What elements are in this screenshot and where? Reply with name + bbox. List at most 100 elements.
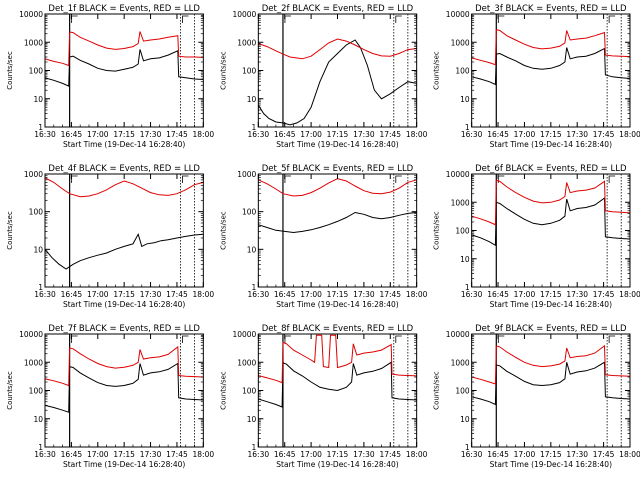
x-tick-label: 17:00 — [300, 130, 322, 139]
x-tick-label: 17:00 — [87, 130, 109, 139]
x-tick-label: 17:45 — [379, 130, 401, 139]
y-tick-label: 1 — [252, 123, 257, 132]
x-tick-label: 16:45 — [61, 450, 83, 459]
y-tick-label: 10 — [33, 245, 43, 254]
x-tick-label: 16:30 — [34, 130, 56, 139]
y-tick-label: 1000 — [451, 38, 470, 47]
y-axis-label: Counts/sec — [433, 51, 441, 90]
x-tick-label: 17:30 — [566, 130, 588, 139]
panel-title: Det_3f BLACK = Events, RED = LLD — [475, 4, 627, 14]
x-tick-label: 17:00 — [87, 290, 109, 299]
x-tick-label: 18:00 — [406, 290, 428, 299]
panel-title: Det_1f BLACK = Events, RED = LLD — [48, 4, 200, 14]
detector-panel: Det_9f BLACK = Events, RED = LLD 1 10 100 10… — [433, 324, 640, 469]
lld-series-line — [258, 38, 417, 60]
flag-marker — [608, 335, 616, 343]
detector-panel: Det_4f BLACK = Events, RED = LLD 1 10 100 10… — [6, 164, 214, 309]
x-tick-label: 18:00 — [619, 130, 640, 139]
y-tick-label: 1000 — [451, 358, 470, 367]
y-tick-label: 100 — [29, 387, 44, 396]
x-axis-label: Start Time (19-Dec-14 16:28:40) — [63, 140, 185, 149]
x-tick-label: 16:30 — [248, 290, 270, 299]
x-tick-label: 16:45 — [487, 450, 509, 459]
lld-series-line — [45, 345, 204, 387]
y-tick-label: 10 — [247, 415, 257, 424]
x-tick-label: 17:15 — [113, 450, 135, 459]
x-tick-label: 18:00 — [619, 450, 640, 459]
x-tick-label: 17:45 — [379, 450, 401, 459]
events-series-line — [258, 39, 417, 126]
lld-series-line — [45, 177, 204, 198]
x-tick-label: 17:15 — [327, 130, 349, 139]
detector-panel: Det_3f BLACK = Events, RED = LLD 1 10 100 10… — [433, 4, 640, 149]
x-tick-label: 17:15 — [540, 290, 562, 299]
x-tick-label: 16:30 — [461, 290, 483, 299]
x-tick-label: 17:15 — [113, 290, 135, 299]
y-tick-label: 1000 — [24, 170, 43, 179]
flag-marker — [608, 175, 616, 183]
flag-marker — [395, 15, 402, 23]
panel-title: Det_5f BLACK = Events, RED = LLD — [262, 164, 414, 174]
y-tick-label: 100 — [242, 67, 257, 76]
x-tick-label: 18:00 — [193, 450, 215, 459]
x-axis-label: Start Time (19-Dec-14 16:28:40) — [63, 460, 185, 469]
events-series-line — [471, 47, 630, 86]
x-tick-label: 17:00 — [514, 130, 536, 139]
flag-marker — [71, 15, 78, 23]
x-tick-label: 16:45 — [61, 290, 83, 299]
y-axis-label: Counts/sec — [433, 371, 441, 410]
x-tick-label: 18:00 — [406, 450, 428, 459]
x-tick-label: 18:00 — [193, 290, 215, 299]
y-tick-label: 100 — [242, 387, 257, 396]
x-tick-label: 17:45 — [166, 130, 188, 139]
x-tick-label: 17:00 — [514, 290, 536, 299]
y-tick-label: 1000 — [237, 170, 256, 179]
x-tick-label: 17:45 — [379, 290, 401, 299]
x-tick-label: 17:30 — [566, 290, 588, 299]
x-tick-label: 17:15 — [327, 290, 349, 299]
lld-series-line — [258, 178, 417, 197]
x-axis-label: Start Time (19-Dec-14 16:28:40) — [276, 300, 398, 309]
x-tick-label: 17:15 — [327, 450, 349, 459]
lld-series-line — [471, 179, 630, 226]
y-tick-label: 10 — [247, 245, 257, 254]
panel-title: Det_2f BLACK = Events, RED = LLD — [262, 4, 414, 14]
x-axis-label: Start Time (19-Dec-14 16:28:40) — [276, 140, 398, 149]
flag-marker — [608, 15, 616, 23]
x-tick-label: 18:00 — [619, 290, 640, 299]
x-tick-label: 17:30 — [140, 290, 162, 299]
x-tick-label: 16:45 — [274, 290, 296, 299]
y-tick-label: 10 — [247, 95, 257, 104]
y-tick-label: 10 — [33, 95, 43, 104]
x-tick-label: 16:30 — [34, 290, 56, 299]
x-tick-label: 17:45 — [166, 290, 188, 299]
x-tick-label: 17:30 — [140, 450, 162, 459]
detector-panel: Det_1f BLACK = Events, RED = LLD 1 10 100 10… — [6, 4, 214, 149]
detector-panel: Det_5f BLACK = Events, RED = LLD 1 10 100 10… — [219, 164, 427, 309]
y-tick-label: 10 — [460, 415, 470, 424]
y-tick-label: 10 — [460, 255, 470, 264]
events-series-line — [45, 49, 204, 87]
x-tick-label: 17:45 — [593, 130, 615, 139]
y-axis-label: Counts/sec — [433, 211, 441, 250]
y-tick-label: 1 — [465, 443, 470, 452]
y-axis-label: Counts/sec — [219, 51, 227, 90]
flag-marker — [182, 15, 189, 23]
panel-title: Det_4f BLACK = Events, RED = LLD — [48, 164, 200, 174]
y-tick-label: 100 — [242, 208, 257, 217]
x-tick-label: 16:30 — [34, 450, 56, 459]
lld-series-line — [45, 31, 204, 67]
x-tick-label: 16:30 — [461, 130, 483, 139]
panel-title: Det_6f BLACK = Events, RED = LLD — [475, 164, 627, 174]
y-tick-label: 100 — [455, 67, 470, 76]
plot-frame — [44, 173, 204, 288]
x-tick-label: 17:15 — [113, 130, 135, 139]
flag-marker — [284, 335, 291, 343]
y-tick-label: 10000 — [232, 10, 256, 19]
y-tick-label: 1000 — [237, 38, 256, 47]
flag-marker — [71, 335, 78, 343]
y-tick-label: 10000 — [19, 10, 43, 19]
flag-marker — [497, 15, 505, 23]
y-tick-label: 100 — [455, 387, 470, 396]
y-axis-label: Counts/sec — [6, 371, 14, 410]
